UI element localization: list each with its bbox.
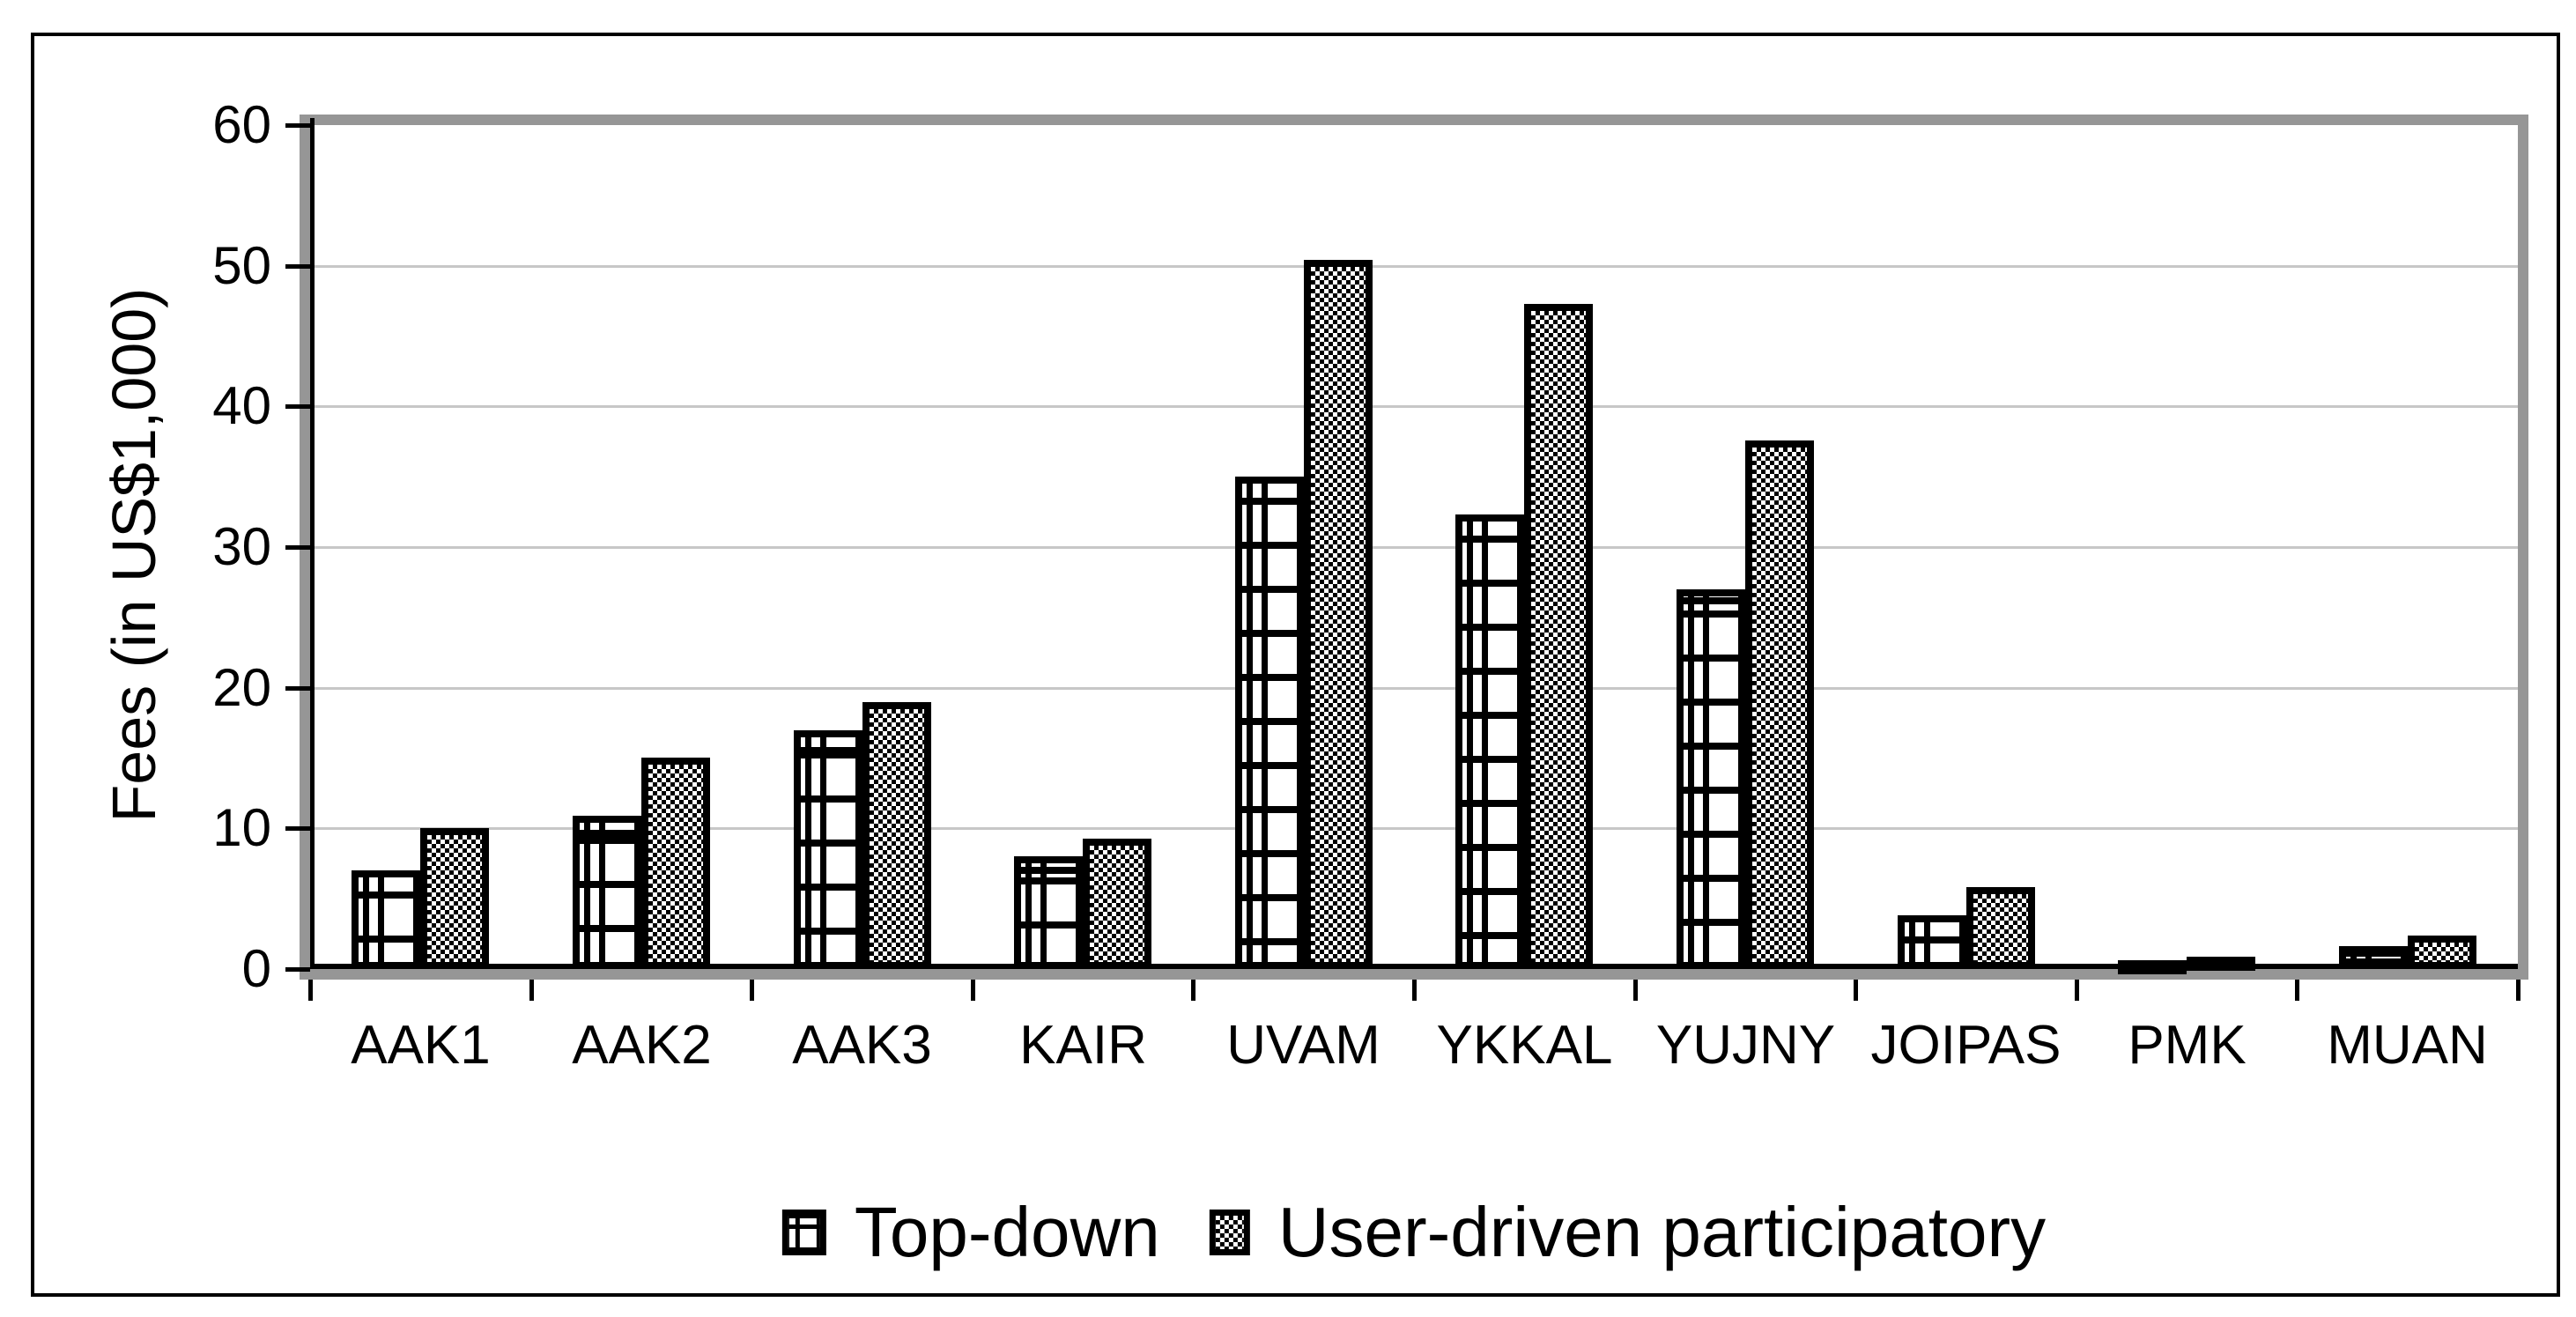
bar-checker-pmk bbox=[2187, 957, 2255, 971]
bar-grid-ykkal bbox=[1455, 514, 1524, 969]
x-tick-8 bbox=[2074, 980, 2079, 1001]
x-tick-10 bbox=[2516, 980, 2520, 1001]
bar-checker-ykkal bbox=[1524, 304, 1593, 969]
gridline-40 bbox=[310, 405, 2518, 409]
y-tick-label-30: 30 bbox=[212, 517, 271, 576]
bar-grid-pmk bbox=[2118, 960, 2187, 974]
bar-checker-aak3 bbox=[862, 702, 931, 969]
legend-swatch-checker bbox=[1209, 1210, 1250, 1255]
category-label-joipas: JOIPAS bbox=[1870, 1015, 2062, 1076]
gridline-30 bbox=[310, 546, 2518, 549]
x-tick-3 bbox=[970, 980, 975, 1001]
y-axis-line bbox=[310, 118, 315, 969]
y-tick-30 bbox=[285, 545, 310, 550]
bar-grid-aak1 bbox=[352, 870, 420, 969]
gridline-50 bbox=[310, 264, 2518, 268]
x-tick-4 bbox=[1191, 980, 1196, 1001]
y-tick-label-40: 40 bbox=[212, 376, 271, 436]
x-tick-0 bbox=[308, 980, 313, 1001]
x-tick-2 bbox=[750, 980, 755, 1001]
y-tick-10 bbox=[285, 826, 310, 832]
category-label-yujny: YUJNY bbox=[1655, 1015, 1836, 1076]
y-tick-label-0: 0 bbox=[241, 939, 271, 998]
bar-checker-joipas bbox=[1966, 887, 2035, 969]
bar-grid-aak2 bbox=[573, 816, 641, 969]
x-tick-6 bbox=[1632, 980, 1638, 1001]
category-label-muan: MUAN bbox=[2327, 1015, 2488, 1076]
y-tick-0 bbox=[285, 967, 310, 972]
category-label-ykkal: YKKAL bbox=[1436, 1015, 1613, 1076]
bar-grid-kair bbox=[1014, 856, 1083, 969]
legend: Top-down User-driven participatory bbox=[781, 1193, 2047, 1271]
legend-swatch-grid bbox=[781, 1210, 826, 1255]
category-label-aak1: AAK1 bbox=[351, 1015, 491, 1076]
category-label-kair: KAIR bbox=[1019, 1015, 1147, 1076]
bar-checker-muan bbox=[2408, 936, 2476, 969]
gridline-20 bbox=[310, 686, 2518, 690]
y-tick-40 bbox=[285, 404, 310, 410]
bar-grid-uvam bbox=[1235, 477, 1304, 969]
y-tick-20 bbox=[285, 685, 310, 691]
legend-label-user-driven: User-driven participatory bbox=[1277, 1193, 2047, 1271]
bar-checker-yujny bbox=[1745, 440, 1814, 969]
x-tick-7 bbox=[1854, 980, 1859, 1001]
x-tick-9 bbox=[2295, 980, 2300, 1001]
category-label-pmk: PMK bbox=[2128, 1015, 2247, 1076]
category-label-aak2: AAK2 bbox=[572, 1015, 712, 1076]
bar-grid-aak3 bbox=[794, 730, 862, 969]
y-tick-label-20: 20 bbox=[212, 657, 271, 717]
category-label-aak3: AAK3 bbox=[792, 1015, 932, 1076]
bar-checker-kair bbox=[1083, 839, 1151, 969]
bar-grid-yujny bbox=[1677, 589, 1745, 969]
bar-grid-muan bbox=[2339, 946, 2408, 969]
y-tick-label-10: 10 bbox=[212, 798, 271, 858]
x-tick-1 bbox=[529, 980, 534, 1001]
bar-grid-joipas bbox=[1898, 915, 1966, 969]
x-tick-5 bbox=[1412, 980, 1417, 1001]
x-axis-line bbox=[310, 964, 2518, 969]
y-tick-label-60: 60 bbox=[212, 95, 271, 154]
legend-label-top-down: Top-down bbox=[854, 1193, 1160, 1271]
gridline-10 bbox=[310, 827, 2518, 831]
y-tick-50 bbox=[285, 263, 310, 269]
y-tick-60 bbox=[285, 123, 310, 128]
category-label-uvam: UVAM bbox=[1226, 1015, 1381, 1076]
bar-checker-aak1 bbox=[420, 828, 489, 969]
bar-checker-aak2 bbox=[641, 758, 710, 969]
y-tick-label-50: 50 bbox=[212, 235, 271, 295]
bar-checker-uvam bbox=[1304, 260, 1373, 969]
